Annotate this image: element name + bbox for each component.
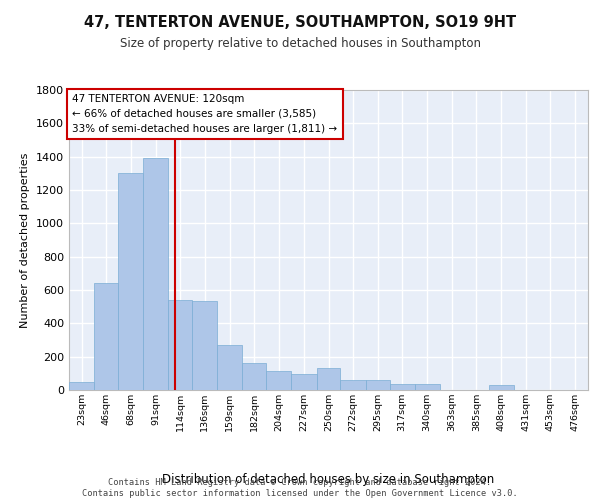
Bar (489, 384, 514, 390)
Bar (292, 374, 317, 390)
Bar (415, 384, 440, 390)
Text: 47 TENTERTON AVENUE: 120sqm
← 66% of detached houses are smaller (3,585)
33% of : 47 TENTERTON AVENUE: 120sqm ← 66% of det… (72, 94, 337, 134)
Bar (143, 158, 168, 390)
Bar (389, 384, 415, 390)
Text: Size of property relative to detached houses in Southampton: Size of property relative to detached ho… (119, 38, 481, 51)
Text: 47, TENTERTON AVENUE, SOUTHAMPTON, SO19 9HT: 47, TENTERTON AVENUE, SOUTHAMPTON, SO19 … (84, 15, 516, 30)
Text: Contains HM Land Registry data © Crown copyright and database right 2024.
Contai: Contains HM Land Registry data © Crown c… (82, 478, 518, 498)
Bar (69, 382, 94, 390)
Bar (340, 380, 365, 390)
Bar (168, 300, 192, 390)
Bar (217, 345, 242, 390)
Bar (94, 284, 118, 390)
Bar (317, 368, 340, 390)
Bar (192, 301, 217, 390)
Bar (266, 371, 292, 390)
Bar (242, 362, 266, 390)
Y-axis label: Number of detached properties: Number of detached properties (20, 152, 31, 328)
X-axis label: Distribution of detached houses by size in Southampton: Distribution of detached houses by size … (163, 473, 494, 486)
Bar (365, 380, 389, 390)
Bar (118, 174, 143, 390)
